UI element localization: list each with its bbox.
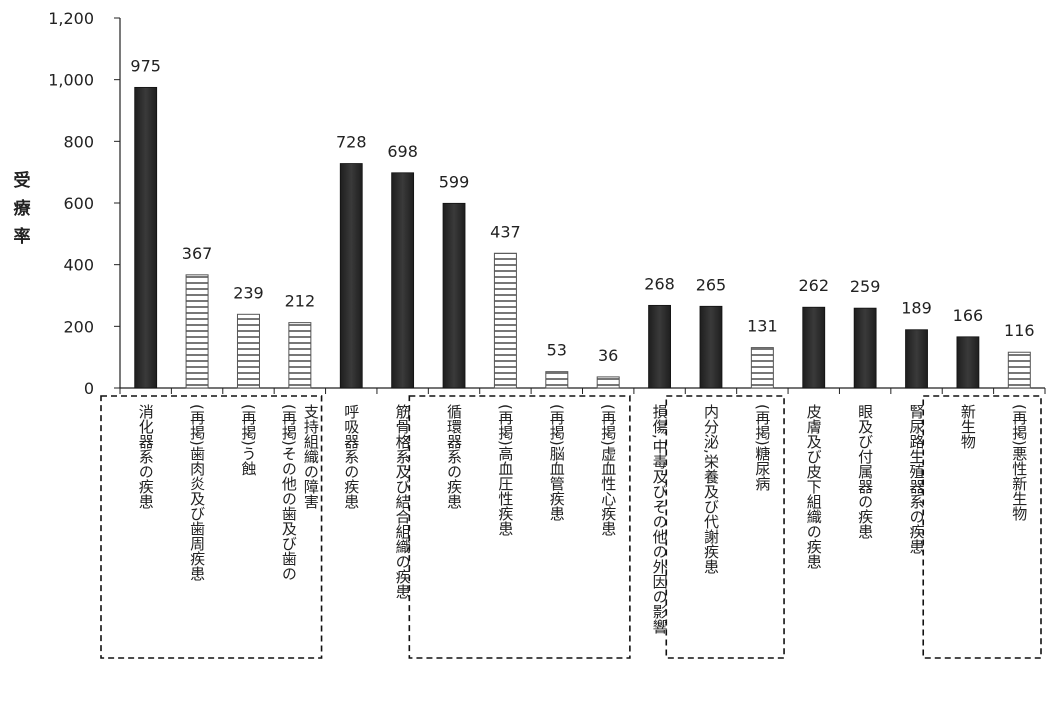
bar <box>853 307 877 389</box>
y-tick-label: 400 <box>63 256 94 275</box>
bar <box>802 306 826 389</box>
bar <box>596 376 620 389</box>
value-label: 268 <box>644 274 675 293</box>
value-label: 437 <box>490 222 521 241</box>
category-label: 循環器系の疾患 <box>445 404 463 509</box>
y-tick-label: 1,000 <box>48 71 94 90</box>
category-label: 腎尿路生殖器系の疾患 <box>908 404 926 554</box>
value-label: 599 <box>439 172 470 191</box>
y-tick-label: 0 <box>84 379 94 398</box>
bar <box>545 371 569 389</box>
y-tick-label: 800 <box>63 132 94 151</box>
value-label: 975 <box>130 56 161 75</box>
y-axis-label-char: 率 <box>14 226 31 247</box>
y-tick-label: 1,200 <box>48 9 94 28</box>
category-label: (再掲)糖尿病 <box>753 404 771 492</box>
bar <box>905 329 928 389</box>
bar <box>391 172 415 389</box>
category-group-box <box>408 395 631 659</box>
bar <box>185 274 209 389</box>
bar <box>1007 351 1031 389</box>
value-label: 212 <box>285 292 316 311</box>
category-label: (再掲)う蝕 <box>239 404 257 476</box>
category-label: 消化器系の疾患 <box>137 404 155 509</box>
y-tick-label: 200 <box>63 317 94 336</box>
value-label: 367 <box>182 244 213 263</box>
bar <box>648 304 671 389</box>
bar <box>134 86 158 389</box>
category-label: 新生物 <box>959 404 977 450</box>
bar <box>339 163 363 389</box>
value-label: 36 <box>598 346 618 365</box>
value-label: 239 <box>233 283 264 302</box>
bar <box>750 347 774 389</box>
y-tick-label: 600 <box>63 194 94 213</box>
y-axis-label-char: 受 <box>14 170 31 191</box>
bar <box>699 305 723 389</box>
bar <box>236 313 260 389</box>
category-group-box <box>100 395 323 659</box>
value-label: 265 <box>696 275 727 294</box>
bars <box>134 86 1031 389</box>
category-label: (再掲)脳血管疾患 <box>548 404 566 521</box>
value-label: 53 <box>547 341 567 360</box>
value-label: 698 <box>387 142 418 161</box>
category-label: (再掲)歯肉炎及び歯周疾患 <box>188 404 206 581</box>
category-labels: 消化器系の疾患 (再掲)歯肉炎及び歯周疾患 (再掲)う蝕 (再掲)その他の歯及び歯の支… <box>137 404 1029 635</box>
value-label: 189 <box>901 299 932 318</box>
category-label: (再掲)虚血性心疾患 <box>599 404 617 536</box>
category-label: 眼及び付属器の疾患 <box>856 404 874 539</box>
bar <box>288 322 312 389</box>
bar <box>493 252 517 389</box>
category-label: 呼吸器系の疾患 <box>342 404 360 509</box>
category-label: 筋骨格系及び結合組織の疾患 <box>394 404 412 599</box>
category-label: 皮膚及び皮下組織の疾患 <box>805 404 823 569</box>
category-label: (再掲)高血圧性疾患 <box>496 404 514 536</box>
category-label: 支持組織の障害 <box>302 404 320 509</box>
category-label: (再掲)悪性新生物 <box>1010 404 1028 522</box>
value-label: 116 <box>1004 321 1035 340</box>
y-ticks: 0 200 400 600 800 1,000 1,200 <box>48 9 120 398</box>
category-group-boxes <box>100 395 1042 659</box>
category-label: (再掲)その他の歯及び歯の <box>280 404 298 581</box>
value-label: 728 <box>336 133 367 152</box>
value-label: 262 <box>798 276 829 295</box>
value-label: 131 <box>747 317 778 336</box>
y-axis-label-char: 療 <box>14 198 32 219</box>
value-label: 166 <box>953 306 984 325</box>
category-label: 内分泌,栄養及び代謝疾患 <box>702 404 720 574</box>
category-label: 損傷,中毒及びその他の外因の影響 <box>651 404 669 635</box>
y-axis-label: 受療率 <box>14 170 32 247</box>
value-label: 259 <box>850 277 881 296</box>
bar <box>956 336 980 389</box>
value-labels: 975 367 239 212 728 698 599 437 53 36 268 265 131 262… <box>130 56 1034 365</box>
bar <box>442 202 466 389</box>
